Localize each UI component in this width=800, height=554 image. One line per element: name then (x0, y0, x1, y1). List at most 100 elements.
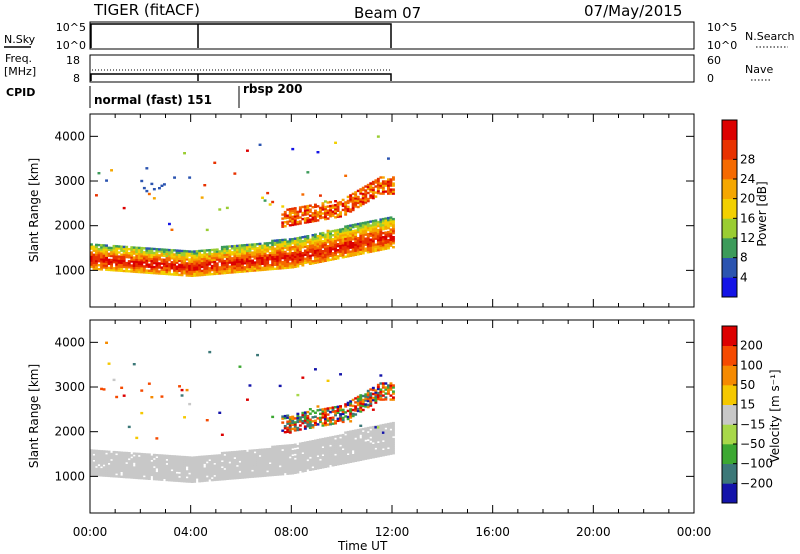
data-pixel (314, 219, 317, 223)
data-pixel (261, 464, 264, 467)
data-pixel (324, 209, 327, 213)
data-pixel (344, 405, 348, 408)
data-pixel (203, 261, 207, 264)
data-pixel (346, 241, 350, 244)
data-pixel (374, 455, 378, 458)
data-pixel (163, 260, 166, 263)
data-pixel (389, 432, 393, 435)
data-pixel (369, 400, 373, 403)
data-pixel (324, 253, 327, 256)
data-pixel (112, 255, 116, 258)
data-pixel (296, 253, 300, 256)
data-pixel (246, 249, 249, 253)
data-pixel (301, 411, 305, 415)
data-pixel (273, 465, 277, 468)
data-pixel (266, 254, 270, 257)
data-pixel (381, 425, 385, 429)
data-pixel (105, 248, 108, 251)
data-pixel (120, 257, 124, 260)
data-pixel (178, 263, 181, 267)
data-pixel (130, 464, 134, 467)
data-pixel (336, 230, 340, 234)
data-pixel (349, 224, 353, 227)
data-pixel (344, 411, 348, 414)
data-pixel (92, 471, 96, 474)
data-pixel (117, 469, 121, 472)
data-pixel (135, 258, 139, 261)
y-tick-label: 4000 (54, 129, 85, 143)
data-pixel (178, 267, 181, 271)
data-pixel (359, 408, 363, 411)
data-pixel (349, 194, 353, 197)
data-pixel (158, 454, 161, 457)
data-pixel (198, 270, 202, 273)
data-pixel (271, 455, 275, 459)
data-pixel (271, 241, 275, 245)
data-pixel (127, 468, 131, 471)
data-pixel (283, 254, 287, 258)
data-pixel (256, 463, 259, 466)
data-pixel (298, 248, 302, 251)
data-pixel (220, 256, 224, 259)
data-pixel (263, 260, 267, 263)
data-pixel (115, 475, 119, 478)
data-pixel (376, 385, 380, 389)
data-pixel (374, 227, 378, 230)
data-pixel (364, 222, 368, 225)
data-pixel (316, 239, 320, 242)
data-pixel (384, 451, 388, 454)
data-pixel (266, 266, 270, 269)
data-pixel (147, 465, 151, 468)
data-pixel (301, 413, 305, 417)
data-pixel (336, 203, 340, 206)
data-pixel (145, 167, 149, 170)
data-pixel (190, 266, 194, 269)
data-pixel (178, 455, 181, 458)
data-pixel (346, 205, 350, 209)
data-pixel (341, 452, 345, 455)
data-pixel (105, 244, 108, 247)
data-pixel (336, 214, 340, 217)
data-pixel (135, 456, 139, 459)
data-pixel (266, 464, 270, 467)
data-pixel (210, 264, 214, 268)
data-pixel (215, 470, 219, 473)
data-pixel (208, 257, 212, 260)
data-pixel (158, 266, 161, 269)
data-pixel (288, 212, 292, 215)
data-pixel (112, 471, 116, 474)
data-pixel (117, 475, 121, 478)
data-pixel (238, 248, 242, 251)
data-pixel (341, 227, 345, 231)
data-pixel (364, 453, 368, 456)
data-pixel (374, 223, 378, 226)
data-pixel (132, 470, 136, 473)
data-pixel (160, 268, 164, 271)
data-pixel (251, 259, 254, 262)
data-pixel (321, 437, 325, 441)
data-pixel (115, 253, 119, 256)
data-pixel (263, 460, 267, 463)
data-pixel (158, 248, 161, 251)
data-pixel (384, 243, 388, 246)
data-pixel (248, 467, 252, 471)
data-pixel (308, 446, 312, 449)
data-pixel (301, 213, 305, 217)
data-pixel (329, 452, 332, 455)
data-pixel (379, 236, 383, 239)
data-pixel (210, 252, 214, 256)
data-pixel (329, 215, 332, 218)
data-pixel (361, 221, 365, 225)
data-pixel (100, 456, 103, 459)
data-pixel (331, 410, 335, 413)
data-pixel (341, 450, 345, 453)
data-pixel (298, 466, 302, 469)
data-pixel (384, 235, 388, 238)
data-pixel (213, 476, 217, 480)
data-pixel (379, 192, 383, 195)
data-pixel (258, 264, 262, 268)
data-pixel (188, 402, 192, 406)
data-pixel (243, 254, 247, 257)
data-pixel (331, 454, 335, 457)
data-pixel (190, 458, 194, 461)
